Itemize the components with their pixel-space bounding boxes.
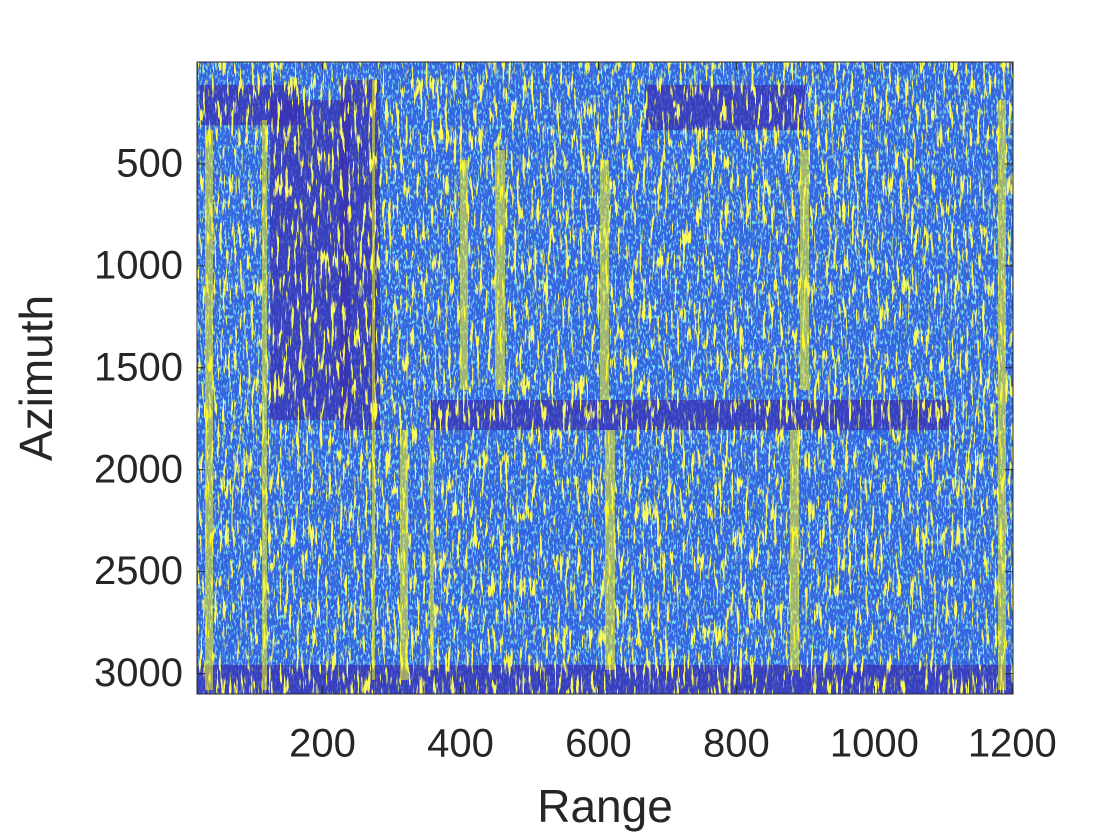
image-bright-streak xyxy=(495,150,505,390)
image-bright-streak xyxy=(400,430,408,680)
x-axis-label: Range xyxy=(537,780,673,832)
image-bright-streak xyxy=(460,160,468,390)
y-tick-label: 2000 xyxy=(94,447,183,491)
image-bright-streak xyxy=(600,160,609,400)
y-tick-label: 500 xyxy=(116,141,183,185)
y-axis-label: Azimuth xyxy=(10,295,62,461)
image-bright-streak xyxy=(790,430,799,670)
y-tick-label: 1500 xyxy=(94,345,183,389)
image xyxy=(197,62,1013,694)
x-tick-label: 1000 xyxy=(830,722,919,766)
y-tick-label: 1000 xyxy=(94,243,183,287)
image-bright-streak xyxy=(998,100,1006,690)
image-bright-streak xyxy=(372,80,375,680)
x-tick-label: 200 xyxy=(289,722,356,766)
x-tick-label: 800 xyxy=(703,722,770,766)
y-tick-label: 2500 xyxy=(94,549,183,593)
x-tick-label: 600 xyxy=(565,722,632,766)
x-tick-label: 400 xyxy=(427,722,494,766)
y-tick-label: 3000 xyxy=(94,651,183,695)
image-bright-streak xyxy=(262,120,267,690)
axes: 200 400 600 800 1000 1200 500 1000 1500 2000 2500 3… xyxy=(94,61,1057,766)
plot-frame xyxy=(196,61,1014,695)
image-bright-streak xyxy=(205,130,213,690)
image-bright-streak xyxy=(605,430,615,670)
image-bright-streak xyxy=(430,430,434,670)
x-tick-label: 1200 xyxy=(968,722,1057,766)
image-bright-streak xyxy=(800,150,809,390)
